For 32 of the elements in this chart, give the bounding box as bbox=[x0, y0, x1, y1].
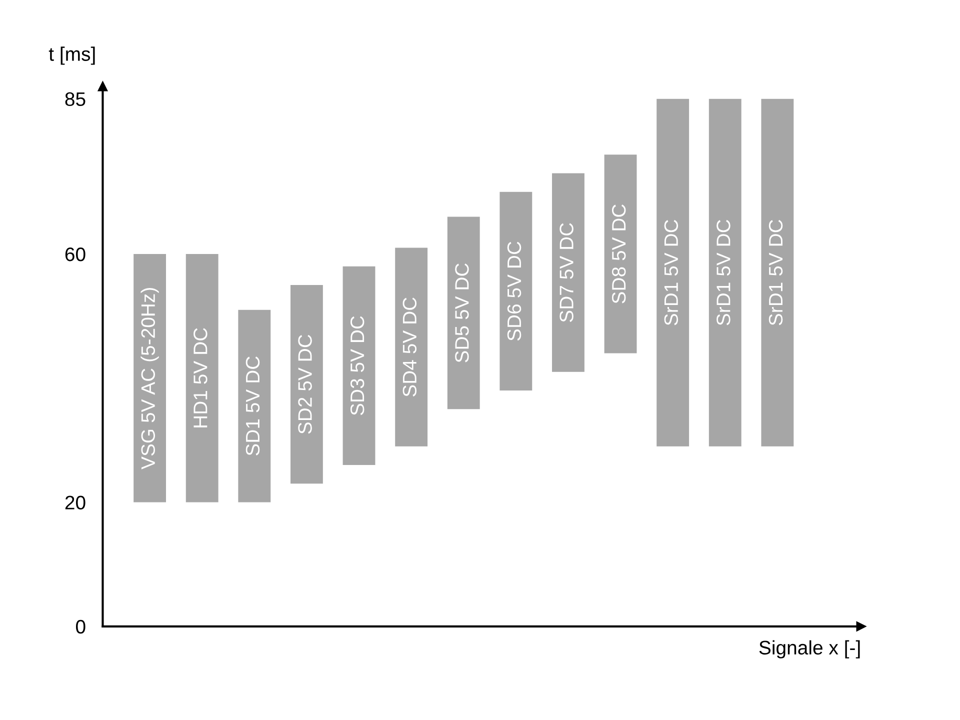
x-tick-label: SD4 5V DC bbox=[402, 298, 417, 396]
bar bbox=[604, 154, 637, 354]
x-tick-label: SD1 5V DC bbox=[246, 356, 260, 456]
x-tick-label: VSG 5V AC (5-20Hz) bbox=[140, 288, 159, 470]
bar bbox=[342, 266, 376, 466]
bar bbox=[186, 254, 218, 502]
bar bbox=[552, 173, 584, 372]
bar bbox=[290, 285, 323, 484]
bar bbox=[395, 248, 428, 446]
x-tick-label: SD6 5V DC bbox=[507, 242, 522, 341]
bar bbox=[500, 192, 532, 391]
x-tick-label: SD5 5V DC bbox=[455, 263, 469, 362]
x-tick-label: SD8 5V DC bbox=[612, 204, 626, 304]
bar bbox=[134, 254, 166, 502]
y-tick-label: 85 bbox=[65, 92, 86, 106]
bar bbox=[761, 98, 794, 446]
x-tick-label: SD7 5V DC bbox=[560, 223, 574, 322]
x-axis-title: Signale x [-] bbox=[759, 640, 860, 658]
x-tick-label: SrD1 5V DC bbox=[768, 220, 783, 326]
y-tick-label: 20 bbox=[65, 496, 86, 510]
x-tick-label: SrD1 5V DC bbox=[716, 220, 730, 326]
y-tick-label: 60 bbox=[65, 247, 86, 262]
bar bbox=[656, 98, 690, 446]
bar bbox=[708, 98, 742, 446]
x-tick-label: SD2 5V DC bbox=[298, 334, 312, 434]
y-axis-title: t [ms] bbox=[48, 46, 95, 65]
bar bbox=[447, 216, 480, 410]
x-tick-label: HD1 5V DC bbox=[194, 328, 208, 428]
x-tick-label: SD3 5V DC bbox=[350, 316, 364, 416]
bar bbox=[238, 310, 271, 502]
y-tick-label: 0 bbox=[76, 620, 86, 634]
x-tick-label: SrD1 5V DC bbox=[664, 220, 678, 326]
